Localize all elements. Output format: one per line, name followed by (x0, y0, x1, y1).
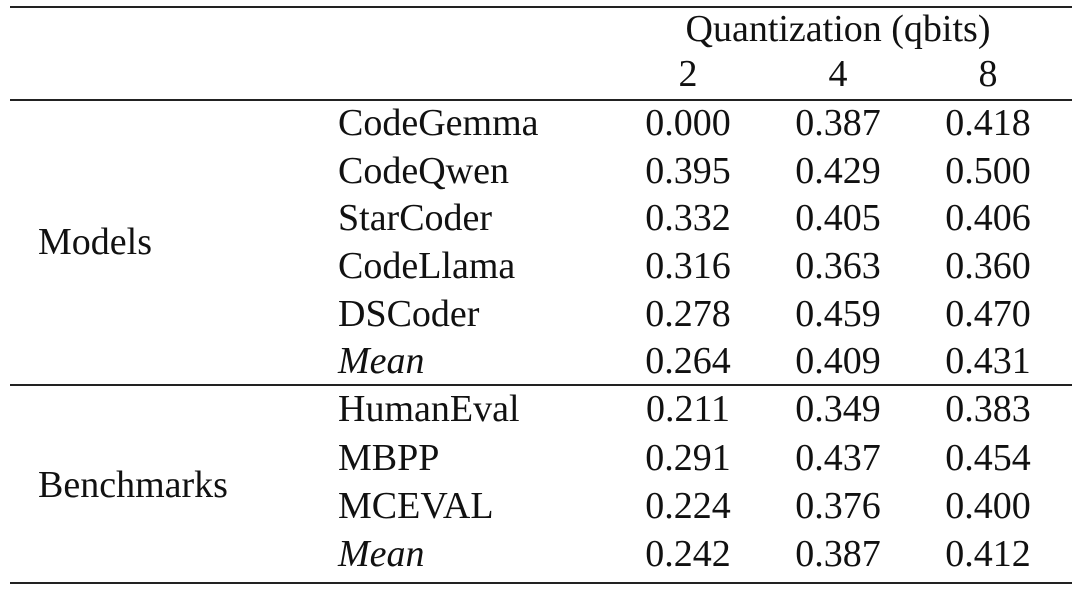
column-header-4: 4 (828, 53, 848, 95)
cell-value: 0.264 (645, 340, 731, 382)
cell-value: 0.470 (945, 293, 1031, 335)
row-label: CodeLlama (338, 245, 516, 287)
cell-value: 0.395 (645, 150, 731, 192)
cell-value: 0.409 (795, 340, 881, 382)
cell-value: 0.291 (645, 437, 731, 479)
row-label: MBPP (338, 437, 440, 479)
top-rule (10, 6, 1072, 8)
cell-value: 0.349 (795, 388, 881, 430)
cell-value: 0.405 (795, 197, 881, 239)
header-rule (10, 99, 1072, 101)
cell-value: 0.437 (795, 437, 881, 479)
bottom-rule (10, 582, 1072, 584)
cell-value: 0.387 (795, 533, 881, 575)
cell-value: 0.459 (795, 293, 881, 335)
row-label: CodeQwen (338, 150, 509, 192)
quantization-header: Quantization (qbits) (685, 8, 991, 50)
cell-value: 0.363 (795, 245, 881, 287)
cell-value: 0.224 (645, 485, 731, 527)
cell-value: 0.500 (945, 150, 1031, 192)
cell-value: 0.383 (945, 388, 1031, 430)
row-label: DSCoder (338, 293, 480, 335)
section-label-benchmarks: Benchmarks (38, 464, 228, 506)
cell-value: 0.000 (645, 102, 731, 144)
cell-value: 0.278 (645, 293, 731, 335)
cell-value: 0.242 (645, 533, 731, 575)
cell-value: 0.332 (645, 197, 731, 239)
cell-value: 0.360 (945, 245, 1031, 287)
cell-value: 0.429 (795, 150, 881, 192)
row-label: HumanEval (338, 388, 520, 430)
row-label-mean: Mean (338, 340, 425, 382)
cell-value: 0.211 (645, 388, 731, 430)
cell-value: 0.387 (795, 102, 881, 144)
row-label: CodeGemma (338, 102, 539, 144)
cell-value: 0.454 (945, 437, 1031, 479)
cell-value: 0.418 (945, 102, 1031, 144)
column-header-8: 8 (978, 53, 998, 95)
cell-value: 0.376 (795, 485, 881, 527)
column-header-2: 2 (678, 53, 698, 95)
cell-value: 0.412 (945, 533, 1031, 575)
cell-value: 0.406 (945, 197, 1031, 239)
section-label-models: Models (38, 221, 152, 263)
cell-value: 0.431 (945, 340, 1031, 382)
row-label: StarCoder (338, 197, 493, 239)
row-label-mean: Mean (338, 533, 425, 575)
section-rule (10, 384, 1072, 386)
cell-value: 0.316 (645, 245, 731, 287)
cell-value: 0.400 (945, 485, 1031, 527)
row-label: MCEVAL (338, 485, 494, 527)
